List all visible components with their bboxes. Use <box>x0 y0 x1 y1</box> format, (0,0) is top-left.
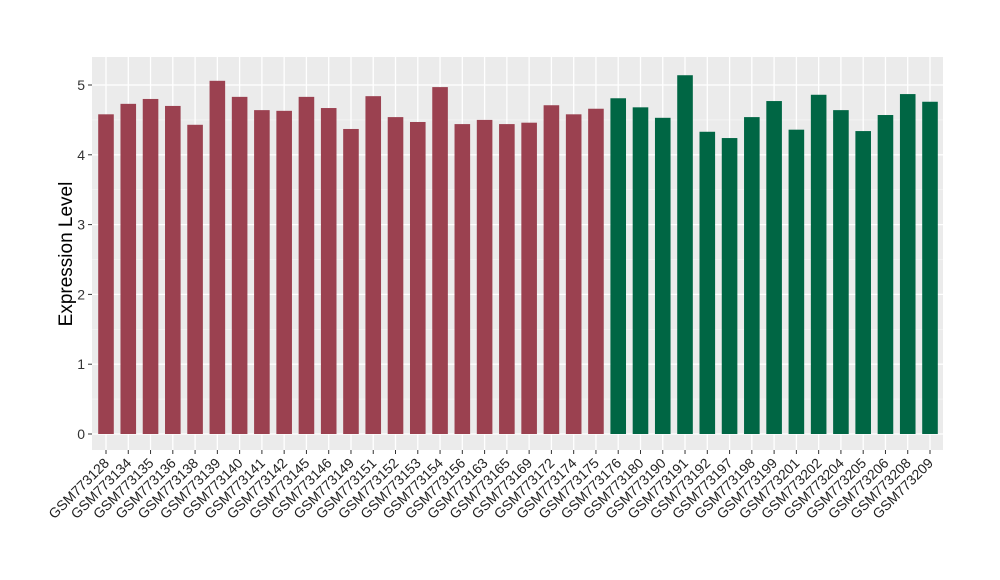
bar-GSM773205 <box>855 131 871 434</box>
bar-GSM773191 <box>677 75 693 434</box>
bar-GSM773174 <box>565 114 582 434</box>
y-axis: 0 1 2 3 4 5 <box>77 77 92 442</box>
bar-GSM773198 <box>744 117 760 434</box>
y-tick-label: 0 <box>77 426 85 442</box>
bar-GSM773156 <box>454 124 471 434</box>
bar-GSM773208 <box>899 94 916 434</box>
bar-GSM773192 <box>699 131 716 435</box>
bar-GSM773142 <box>276 110 292 435</box>
bar-GSM773152 <box>387 117 404 434</box>
y-axis-label: Expression Level <box>56 182 77 327</box>
bar-GSM773141 <box>254 110 270 435</box>
bar-GSM773180 <box>632 107 649 434</box>
y-tick-label: 4 <box>77 147 85 163</box>
bar-GSM773139 <box>209 80 226 434</box>
bar-GSM773190 <box>654 117 671 434</box>
bar-GSM773176 <box>610 98 627 435</box>
y-tick-label: 1 <box>77 356 85 372</box>
bar-GSM773206 <box>877 115 894 434</box>
bar-GSM773136 <box>165 105 181 434</box>
bars <box>98 75 938 435</box>
bar-GSM773165 <box>499 124 515 434</box>
bar-GSM773134 <box>120 103 137 434</box>
bar-GSM773199 <box>766 101 782 434</box>
bar-GSM773204 <box>833 110 849 435</box>
bar-GSM773209 <box>922 101 938 434</box>
bar-GSM773149 <box>343 128 359 434</box>
bar-GSM773151 <box>365 96 382 434</box>
bar-GSM773163 <box>476 119 493 435</box>
bar-GSM773146 <box>320 108 337 434</box>
y-tick-label: 5 <box>77 77 85 93</box>
bar-GSM773197 <box>721 138 738 434</box>
bar-GSM773145 <box>298 96 315 434</box>
bar-GSM773138 <box>187 124 203 434</box>
bar-GSM773202 <box>810 94 827 434</box>
bar-GSM773153 <box>409 121 426 434</box>
bar-GSM773140 <box>231 96 248 434</box>
bar-GSM773128 <box>98 114 114 434</box>
bar-GSM773169 <box>521 122 537 434</box>
x-axis: GSM773128GSM773134GSM773135GSM773136GSM7… <box>45 450 936 522</box>
y-tick-label: 2 <box>77 286 85 302</box>
bar-GSM773201 <box>788 129 805 434</box>
bar-GSM773175 <box>588 108 604 435</box>
bar-GSM773154 <box>432 87 448 435</box>
bar-GSM773135 <box>142 98 159 435</box>
bar-GSM773172 <box>543 105 560 434</box>
y-tick-label: 3 <box>77 217 85 233</box>
